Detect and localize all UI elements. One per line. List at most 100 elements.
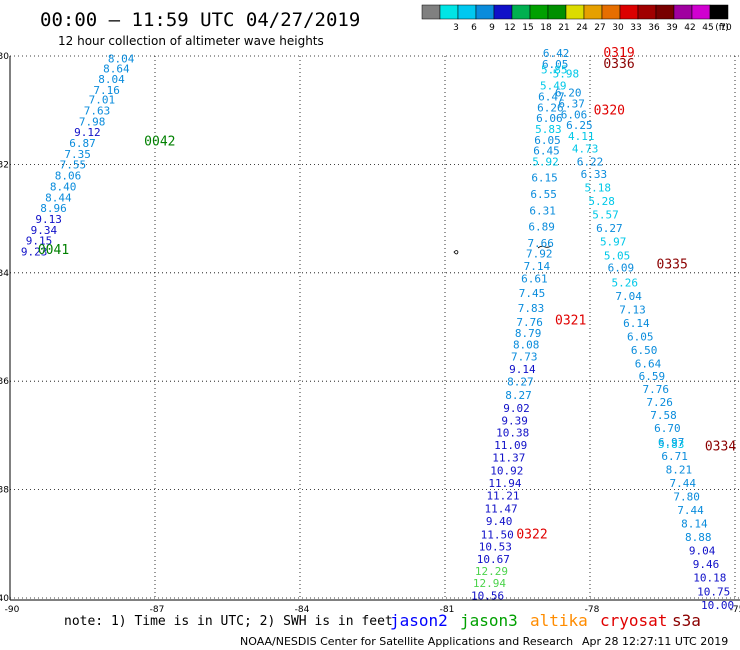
legend-label: 27 (594, 23, 605, 33)
satellite-legend: jason2 jason3 altika cryosat s3a (390, 611, 701, 630)
wave-height-reading: 10.53 (479, 540, 512, 553)
legend-swatch (601, 4, 621, 20)
lon-tick-label: -84 (295, 605, 310, 615)
island-markers (453, 245, 552, 255)
legend-label: 30 (612, 23, 624, 33)
wave-height-reading: 7.26 (646, 396, 673, 409)
legend-swatch (655, 4, 675, 20)
wave-height-reading: 6.61 (521, 273, 548, 286)
wave-height-reading: 10.56 (471, 590, 504, 603)
wave-height-reading: 7.73 (511, 351, 538, 364)
lat-lon-grid (9, 55, 740, 600)
wave-height-reading: 6.26 (537, 101, 564, 114)
wave-height-reading: 7.44 (677, 504, 704, 517)
legend-swatch (439, 4, 459, 20)
timestamp-text: Apr 28 12:27:11 UTC 2019 (582, 635, 728, 648)
lon-tick-label: -78 (585, 605, 600, 615)
wave-height-reading: 6.55 (530, 188, 557, 201)
wave-height-reading: 6.05 (534, 134, 561, 147)
wave-height-reading: 10.92 (490, 464, 523, 477)
island-shape (537, 245, 552, 249)
wave-height-reading: 7.76 (516, 316, 543, 329)
wave-height-reading: 8.44 (45, 191, 72, 204)
wave-height-reading: 8.04 (98, 73, 125, 86)
lat-tick-label: -38 (0, 486, 9, 496)
wave-height-reading: 12.94 (473, 577, 506, 590)
legend-label: 70 (720, 23, 732, 33)
legend-label: 9 (489, 23, 495, 33)
island-shape (453, 250, 459, 255)
wave-height-reading: 8.27 (505, 389, 532, 402)
wave-height-reading: 6.50 (631, 344, 658, 357)
wave-height-reading: 9.15 (26, 235, 53, 248)
legend-swatch (583, 4, 603, 20)
wave-height-reading: 5.28 (588, 195, 615, 208)
wave-height-reading: 7.80 (673, 490, 700, 503)
wave-height-reading: 5.85 (541, 63, 568, 76)
wave-height-reading: 6.59 (639, 370, 666, 383)
wave-height-reading: 7.98 (79, 115, 106, 128)
legend-label: 3 (453, 23, 459, 33)
lat-tick-label: -36 (0, 377, 9, 387)
wave-height-reading: 8.14 (681, 518, 708, 531)
pass-time-label: 0335 (657, 257, 688, 272)
wave-height-reading: 8.27 (507, 376, 534, 389)
satellite-name-jason3: jason3 (460, 611, 518, 630)
wave-height-reading: 6.45 (533, 145, 560, 158)
wave-height-reading: 9.39 (501, 415, 528, 428)
wave-height-reading: 7.45 (519, 287, 546, 300)
legend-label: 18 (540, 23, 552, 33)
wave-height-reading: 7.83 (518, 302, 545, 315)
wave-height-reading: 10.18 (693, 572, 726, 585)
wave-height-reading: 6.64 (635, 358, 662, 371)
wave-height-reading: 10.00 (701, 599, 734, 612)
lon-tick-label: -90 (5, 605, 20, 615)
lat-tick-label: -34 (0, 269, 9, 279)
wave-height-reading: 6.37 (558, 97, 585, 110)
wave-height-reading: 6.06 (561, 108, 588, 121)
wave-height-reading: 11.21 (486, 489, 519, 502)
legend-swatch (637, 4, 657, 20)
wave-height-reading: 6.33 (581, 168, 608, 181)
pass-time-label: 0042 (144, 134, 175, 149)
map-subtitle: 12 hour collection of altimeter wave hei… (58, 34, 324, 48)
wave-height-reading: 6.05 (627, 331, 654, 344)
legend-swatch (709, 4, 729, 20)
wave-height-reading: 9.40 (486, 515, 513, 528)
wave-height-reading: 11.94 (488, 477, 521, 490)
wave-height-reading: 11.50 (481, 528, 514, 541)
altimeter-tracks: 8.048.648.047.167.017.637.989.126.877.35… (21, 46, 736, 612)
color-legend: 3 6 9 12 15 18 21 24 27 30 33 36 39 42 45 70(ft) (421, 4, 732, 33)
legend-label: 21 (558, 23, 569, 33)
wave-height-reading: 5.98 (553, 68, 580, 81)
wave-height-reading: 6.20 (555, 87, 582, 100)
wave-height-reading: 6.15 (531, 172, 558, 185)
wave-height-reading: 6.89 (528, 221, 555, 234)
wave-height-reading: 6.09 (608, 262, 635, 275)
satellite-name-s3a: s3a (672, 611, 701, 630)
wave-height-reading: 7.44 (670, 477, 697, 490)
legend-label: 39 (666, 23, 678, 33)
legend-swatch (421, 4, 441, 20)
legend-unit: (ft) (715, 23, 729, 33)
lat-tick-label: -32 (0, 160, 9, 170)
wave-height-reading: 7.04 (615, 290, 642, 303)
wave-height-reading: 5.26 (612, 276, 639, 289)
wave-height-reading: 10.75 (697, 585, 730, 598)
wave-height-reading: 6.27 (596, 222, 623, 235)
wave-height-reading: 10.67 (477, 553, 510, 566)
wave-height-reading: 7.55 (60, 159, 87, 172)
wave-height-reading: 9.23 (21, 245, 48, 258)
wave-height-reading: 7.92 (526, 248, 553, 261)
wave-height-reading: 5.57 (592, 209, 619, 222)
wave-height-reading: 6.70 (654, 422, 681, 435)
legend-label: 36 (648, 23, 660, 33)
wave-height-reading: 6.06 (536, 112, 563, 125)
axis-ticks: -90 -87 -84 -81 -78 -75 -30 -32 -34 -36 -38 -40 (0, 52, 740, 615)
legend-label: 33 (630, 23, 641, 33)
wave-height-reading: 6.14 (623, 317, 650, 330)
wave-height-reading: 9.13 (35, 213, 62, 226)
pass-time-label: 0336 (603, 57, 634, 72)
legend-swatch (529, 4, 549, 20)
legend-label: 15 (522, 23, 533, 33)
